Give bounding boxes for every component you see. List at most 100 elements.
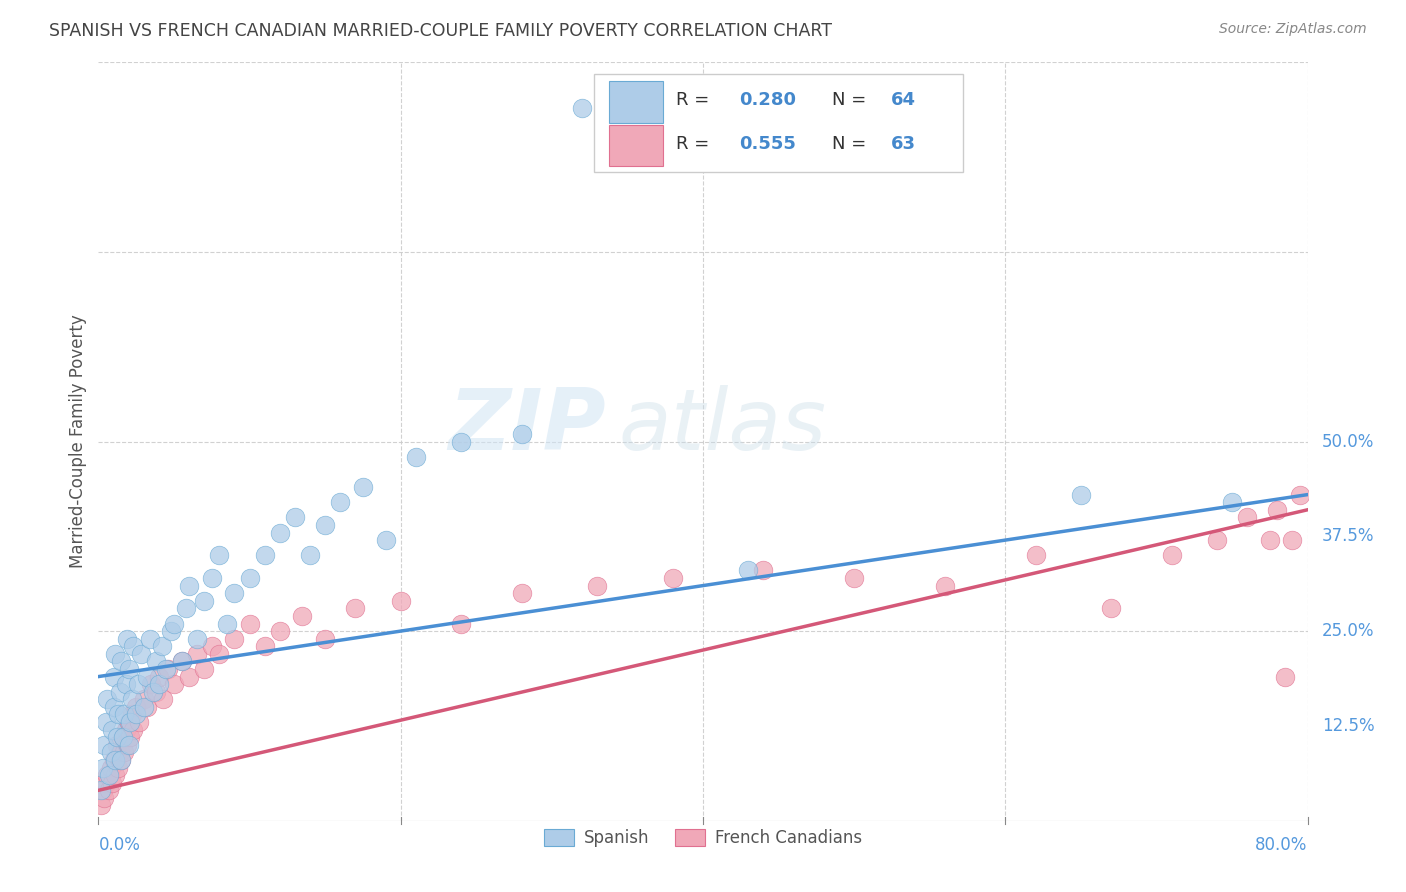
Point <box>1024 548 1046 563</box>
Point <box>215 616 238 631</box>
Point <box>186 632 208 646</box>
Point <box>752 564 775 578</box>
Text: ZIP: ZIP <box>449 384 606 468</box>
Point <box>201 571 224 585</box>
Point <box>208 647 231 661</box>
Point <box>93 791 115 805</box>
Point <box>135 699 157 714</box>
Text: 50.0%: 50.0% <box>1322 433 1375 450</box>
Point <box>104 768 127 782</box>
Point <box>110 655 132 669</box>
Point <box>114 677 136 691</box>
Point <box>94 776 117 790</box>
Point <box>201 639 224 653</box>
Text: 64: 64 <box>890 91 915 110</box>
Point <box>107 760 129 774</box>
Point <box>314 632 336 646</box>
Point <box>104 647 127 661</box>
Point <box>186 647 208 661</box>
Point <box>239 616 262 631</box>
Point <box>163 677 186 691</box>
Point <box>510 586 533 600</box>
Point <box>160 624 183 639</box>
Text: R =: R = <box>676 91 716 110</box>
Point <box>103 699 125 714</box>
Point <box>96 692 118 706</box>
Text: R =: R = <box>676 136 716 153</box>
Point <box>110 753 132 767</box>
Point <box>114 723 136 737</box>
Point <box>193 594 215 608</box>
Point <box>224 586 246 600</box>
Point <box>93 738 115 752</box>
Bar <box>595 74 963 172</box>
Point <box>118 662 141 676</box>
Text: Source: ZipAtlas.com: Source: ZipAtlas.com <box>1219 22 1367 37</box>
Point <box>148 669 170 683</box>
Point <box>110 753 132 767</box>
Point <box>94 715 117 730</box>
Point <box>122 639 145 653</box>
Point <box>132 692 155 706</box>
Text: 37.5%: 37.5% <box>1322 527 1375 545</box>
Point <box>135 669 157 683</box>
Point <box>120 730 142 744</box>
Point <box>112 707 135 722</box>
Point <box>100 746 122 760</box>
Point <box>737 564 759 578</box>
Point <box>450 434 472 449</box>
Point <box>156 662 179 676</box>
Point <box>1099 601 1122 615</box>
Point <box>141 677 163 691</box>
Bar <box>609 125 664 166</box>
Point <box>90 798 112 813</box>
Point <box>284 510 307 524</box>
Point <box>100 760 122 774</box>
Text: 63: 63 <box>890 136 915 153</box>
Point <box>121 707 143 722</box>
Point <box>107 707 129 722</box>
Point <box>586 579 609 593</box>
Point <box>510 427 533 442</box>
Point <box>142 685 165 699</box>
Point <box>148 677 170 691</box>
Point <box>105 738 128 752</box>
Text: atlas: atlas <box>619 384 827 468</box>
Point <box>208 548 231 563</box>
Text: 12.5%: 12.5% <box>1322 717 1375 735</box>
Point <box>1160 548 1182 563</box>
Point <box>170 655 193 669</box>
Point <box>1070 487 1092 501</box>
Bar <box>609 81 664 123</box>
Point <box>122 723 145 737</box>
Point <box>145 655 167 669</box>
Point <box>118 715 141 730</box>
Point <box>450 616 472 631</box>
Point <box>389 594 412 608</box>
Point <box>103 753 125 767</box>
Point <box>405 450 427 464</box>
Point <box>1267 503 1289 517</box>
Point <box>1220 495 1243 509</box>
Point <box>329 495 352 509</box>
Point <box>174 601 197 615</box>
Point <box>115 632 138 646</box>
Point <box>1274 669 1296 683</box>
Text: 25.0%: 25.0% <box>1322 622 1375 640</box>
Point <box>239 571 262 585</box>
Point <box>91 783 114 797</box>
Point <box>108 685 131 699</box>
Point <box>111 730 134 744</box>
Point <box>150 639 173 653</box>
Point <box>132 699 155 714</box>
Legend: Spanish, French Canadians: Spanish, French Canadians <box>537 822 869 854</box>
Point <box>314 517 336 532</box>
Point <box>1289 487 1312 501</box>
Text: 0.280: 0.280 <box>740 91 796 110</box>
Point <box>253 639 276 653</box>
Point <box>1281 533 1303 548</box>
Point <box>299 548 322 563</box>
Point <box>844 571 866 585</box>
Point <box>344 601 367 615</box>
Point <box>90 783 112 797</box>
